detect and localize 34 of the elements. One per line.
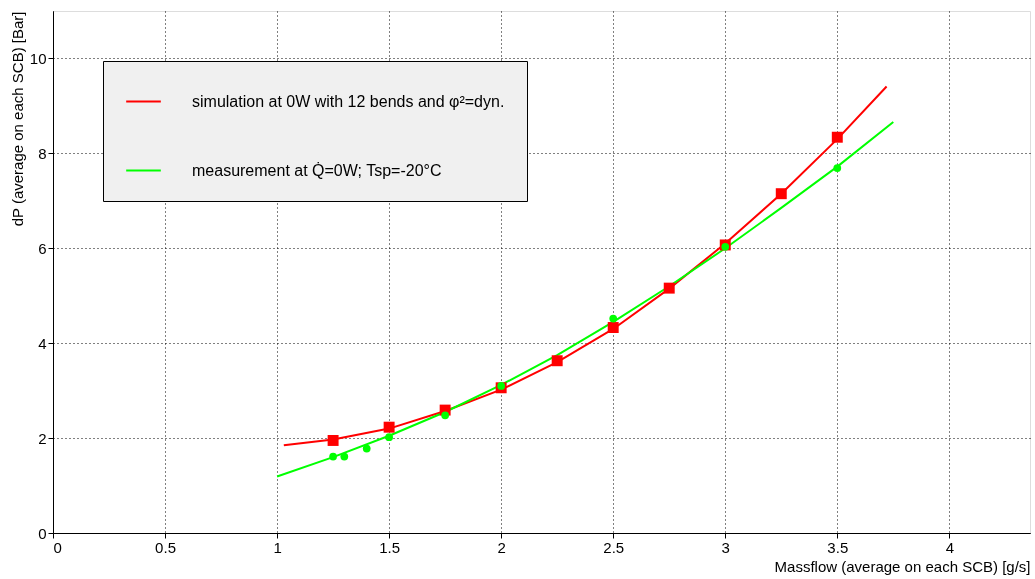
point: [551, 355, 563, 367]
x-tick-label: 1.5: [379, 538, 401, 556]
x-tick-label: 2: [497, 538, 506, 556]
point: [441, 411, 450, 420]
x-tick-label: 3.5: [827, 538, 849, 556]
point: [362, 444, 371, 453]
x-tick-label: 4: [945, 538, 954, 556]
point: [327, 434, 339, 446]
y-axis-title: dP (average on each SCB) [Bar]: [8, 11, 26, 227]
legend-label: simulation at 0W with 12 bends and φ²=dyn.: [192, 92, 505, 110]
point: [775, 188, 787, 200]
point: [609, 314, 618, 323]
point: [340, 452, 349, 461]
y-tick-label: 2: [38, 429, 47, 447]
point: [663, 282, 675, 294]
x-tick-label: 2.5: [603, 538, 625, 556]
x-tick-label: 3: [721, 538, 730, 556]
x-tick-label: 0: [53, 538, 62, 556]
point: [833, 164, 842, 172]
x-axis-title: Massflow (average on each SCB) [g/s]: [774, 557, 1031, 575]
point: [329, 452, 337, 461]
y-tick-label: 0: [38, 524, 47, 542]
point: [497, 382, 506, 390]
point: [383, 421, 395, 433]
point: [831, 131, 843, 143]
y-tick-label: 8: [38, 144, 47, 162]
y-tick-label: 10: [29, 49, 47, 67]
legend-label: measurement at Q̇=0W; Tsp=-20°C: [192, 161, 442, 179]
point: [607, 322, 619, 333]
y-tick-label: 4: [38, 334, 47, 352]
x-tick-label: 1: [273, 538, 282, 556]
y-tick-label: 6: [38, 239, 47, 257]
point: [385, 433, 393, 442]
x-tick-label: 0.5: [155, 538, 176, 556]
